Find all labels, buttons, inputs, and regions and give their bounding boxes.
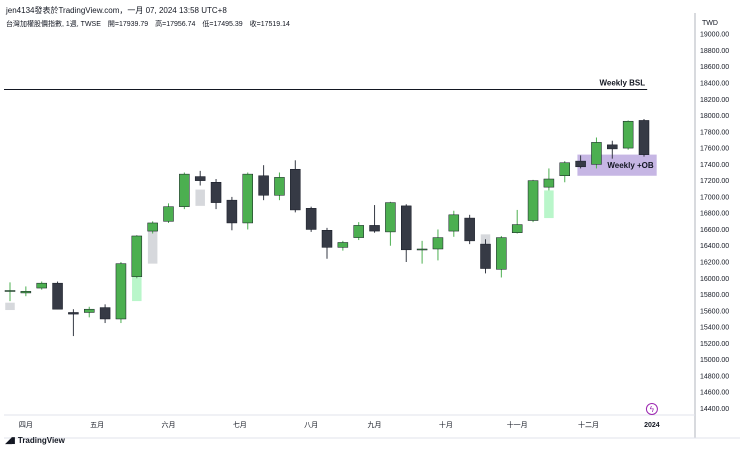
price-tick-label[interactable]: 16400.00: [700, 243, 729, 250]
candle-body[interactable]: [496, 237, 507, 270]
candle-body[interactable]: [305, 208, 317, 230]
price-tick-label[interactable]: 18600.00: [700, 64, 729, 71]
price-tick-label[interactable]: 17000.00: [700, 194, 729, 201]
candle-body[interactable]: [4, 290, 16, 292]
ohlc-close: 收=17519.14: [249, 21, 290, 28]
ohlc-high: 高=17956.74: [155, 21, 196, 28]
price-tick-label[interactable]: 18800.00: [700, 48, 729, 55]
candle-body[interactable]: [353, 225, 364, 238]
candle-body[interactable]: [591, 142, 602, 165]
fair-value-gap-box: [195, 189, 205, 206]
candle-body[interactable]: [194, 176, 206, 181]
candle-body[interactable]: [369, 225, 380, 232]
candle-body[interactable]: [448, 214, 460, 232]
time-tick-label[interactable]: 十二月: [578, 420, 599, 429]
candle-body[interactable]: [84, 308, 95, 313]
tradingview-mark-icon: ◢▮: [5, 435, 16, 445]
fair-value-gap-box: [5, 302, 15, 311]
time-tick-label[interactable]: 2024: [644, 422, 660, 429]
candle-body[interactable]: [416, 248, 428, 251]
candle-body[interactable]: [258, 175, 269, 196]
price-tick-label[interactable]: 15000.00: [700, 357, 729, 364]
candle-body[interactable]: [179, 173, 190, 207]
price-tick-label[interactable]: 16200.00: [700, 260, 729, 267]
candle-body[interactable]: [99, 307, 111, 320]
candle-body[interactable]: [210, 182, 222, 203]
price-tick-label[interactable]: 19000.00: [700, 32, 729, 39]
candle-body[interactable]: [274, 177, 285, 196]
candle-body[interactable]: [432, 237, 444, 250]
candle-body[interactable]: [68, 312, 79, 315]
time-tick-label[interactable]: 五月: [90, 421, 104, 429]
price-tick-label[interactable]: 17600.00: [700, 146, 729, 153]
candle-body[interactable]: [559, 162, 570, 177]
price-tick-label[interactable]: 18200.00: [700, 97, 729, 104]
weekly-ob-label: Weekly +OB: [607, 161, 654, 170]
candle-body[interactable]: [290, 168, 301, 211]
candle-body[interactable]: [464, 217, 475, 242]
time-tick-label[interactable]: 六月: [162, 420, 176, 429]
fair-value-gap-box: [132, 268, 142, 302]
candle-body[interactable]: [480, 243, 491, 269]
candle-body[interactable]: [622, 120, 634, 149]
time-tick-label[interactable]: 十一月: [507, 420, 528, 429]
price-axis-currency: TWD: [702, 20, 718, 27]
candle-body[interactable]: [20, 291, 32, 294]
time-tick-label[interactable]: 四月: [19, 421, 33, 429]
candle-body[interactable]: [226, 199, 238, 224]
candle-body[interactable]: [147, 222, 158, 232]
symbol-ohlc-legend: 台灣加權股價指數, 1週, TWSE 開=17939.79 高=17956.74…: [6, 19, 295, 29]
candle-body[interactable]: [36, 282, 47, 289]
event-badge-icon[interactable]: [645, 403, 658, 415]
symbol-line: 台灣加權股價指數, 1週, TWSE: [6, 21, 101, 28]
candle-body[interactable]: [337, 242, 349, 248]
candle-body[interactable]: [52, 282, 63, 310]
price-tick-label[interactable]: 18000.00: [700, 113, 729, 120]
time-tick-label[interactable]: 九月: [368, 420, 382, 429]
candle-body[interactable]: [401, 205, 412, 251]
price-tick-label[interactable]: 15600.00: [700, 308, 729, 315]
price-tick-label[interactable]: 14600.00: [700, 390, 729, 397]
price-tick-label[interactable]: 17200.00: [700, 178, 729, 185]
candle-body[interactable]: [527, 180, 539, 221]
candle-body[interactable]: [575, 160, 586, 168]
price-tick-label[interactable]: 17400.00: [700, 162, 729, 169]
price-tick-label[interactable]: 14800.00: [700, 373, 729, 380]
candle-body[interactable]: [385, 202, 396, 233]
fair-value-gap-box: [544, 190, 554, 219]
candle-body[interactable]: [321, 230, 333, 248]
price-tick-label[interactable]: 18400.00: [700, 80, 729, 87]
price-tick-label[interactable]: 16800.00: [700, 211, 729, 218]
price-tick-label[interactable]: 16600.00: [700, 227, 729, 234]
weekly-bsl-label: Weekly BSL: [600, 78, 646, 87]
candle-body[interactable]: [242, 173, 253, 224]
ohlc-open: 開=17939.79: [107, 21, 149, 28]
price-tick-label[interactable]: 15400.00: [700, 325, 729, 332]
candle-body[interactable]: [511, 224, 523, 233]
candle-body[interactable]: [607, 144, 618, 150]
candle-body[interactable]: [543, 178, 555, 188]
time-tick-label[interactable]: 十月: [439, 420, 453, 429]
candle-body[interactable]: [638, 120, 650, 155]
candle-body[interactable]: [115, 263, 127, 320]
candle-body[interactable]: [131, 235, 143, 277]
tradingview-logo[interactable]: ◢▮ TradingView: [5, 435, 65, 446]
time-tick-label[interactable]: 八月: [304, 421, 318, 429]
ohlc-low: 低=17495.39: [202, 21, 243, 28]
fair-value-gap-box: [147, 230, 158, 264]
price-tick-label[interactable]: 17800.00: [700, 129, 729, 136]
candle-body[interactable]: [163, 206, 174, 222]
tradingview-logo-text: TradingView: [17, 436, 65, 445]
price-tick-label[interactable]: 14400.00: [700, 406, 729, 413]
price-tick-label[interactable]: 16000.00: [700, 276, 729, 283]
price-tick-label[interactable]: 15800.00: [700, 292, 729, 299]
publish-header: jen4134發表於TradingView.com，一月 07, 2024 13…: [6, 6, 227, 15]
time-tick-label[interactable]: 七月: [233, 420, 247, 429]
lightning-icon: ϟ: [650, 405, 655, 414]
price-tick-label[interactable]: 15200.00: [700, 341, 729, 348]
